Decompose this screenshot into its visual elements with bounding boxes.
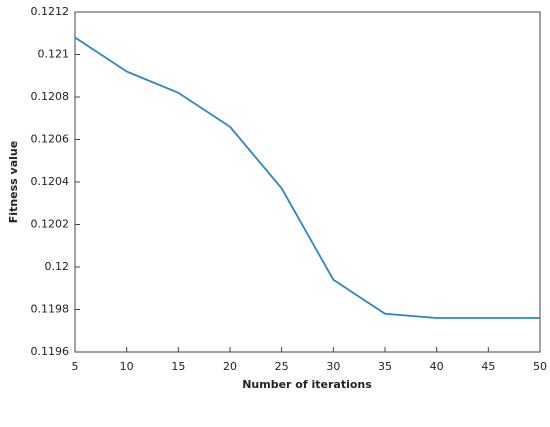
- x-tick-label: 45: [481, 360, 495, 373]
- x-tick-label: 50: [533, 360, 547, 373]
- y-tick-label: 0.1202: [31, 218, 70, 231]
- x-tick-label: 30: [326, 360, 340, 373]
- y-tick-label: 0.1206: [31, 133, 70, 146]
- x-tick-label: 15: [171, 360, 185, 373]
- x-tick-label: 25: [275, 360, 289, 373]
- y-tick-label: 0.1198: [31, 303, 70, 316]
- x-tick-label: 20: [223, 360, 237, 373]
- y-axis-label: Fitness value: [7, 141, 20, 223]
- x-tick-label: 40: [430, 360, 444, 373]
- x-tick-label: 35: [378, 360, 392, 373]
- y-tick-label: 0.1212: [31, 5, 70, 18]
- line: [74, 36, 540, 319]
- x-tick-label: 5: [72, 360, 79, 373]
- x-tick-label: 10: [120, 360, 134, 373]
- y-tick-label: 0.1196: [31, 345, 70, 358]
- y-tick-label: 0.121: [38, 48, 70, 61]
- plot-frame: [74, 11, 541, 353]
- y-tick-label: 0.1204: [31, 175, 70, 188]
- x-axis-label: Number of iterations: [242, 378, 372, 391]
- y-tick-label: 0.12: [45, 260, 70, 273]
- y-tick-label: 0.1208: [31, 90, 70, 103]
